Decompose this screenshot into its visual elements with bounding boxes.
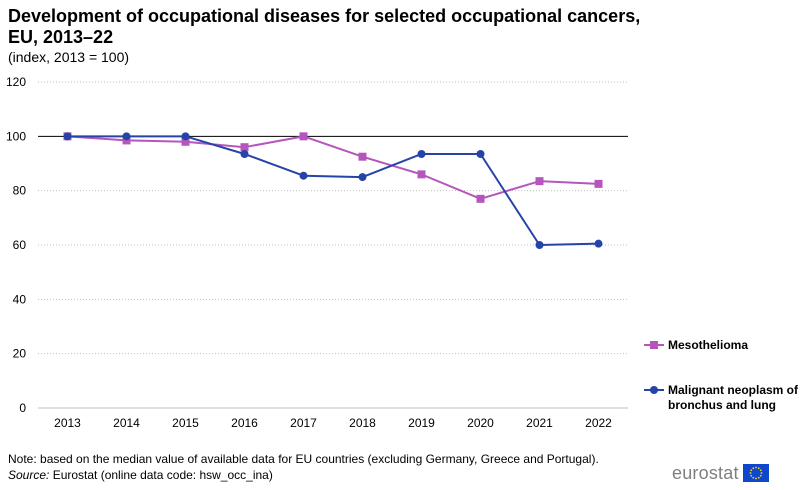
x-tick-label: 2013: [54, 416, 81, 430]
x-tick-label: 2015: [172, 416, 199, 430]
data-point-mesothelioma-2020[interactable]: [476, 194, 485, 203]
data-point-malignant-neoplasm-2018[interactable]: [358, 173, 367, 182]
legend-swatch-mesothelioma: [644, 341, 664, 349]
data-point-mesothelioma-2019[interactable]: [417, 170, 426, 179]
data-point-malignant-neoplasm-2017[interactable]: [299, 171, 308, 180]
data-point-mesothelioma-2017[interactable]: [299, 132, 308, 141]
y-tick-label: 60: [13, 238, 27, 252]
line-chart: 0 20 40 60 80 100 120 2013 2014 2015 2016 2017 2018…: [6, 75, 628, 430]
y-tick-label: 120: [6, 75, 26, 89]
footnote: Note: based on the median value of avail…: [8, 452, 599, 466]
series-line-malignant-neoplasm: [67, 135, 599, 246]
x-tick-label: 2014: [113, 416, 140, 430]
x-axis: 2013 2014 2015 2016 2017 2018 2019 2020 2021 2022: [54, 416, 612, 430]
x-tick-label: 2021: [526, 416, 553, 430]
data-point-mesothelioma-2022[interactable]: [594, 179, 603, 188]
data-point-mesothelioma-2015[interactable]: [181, 137, 190, 146]
x-tick-label: 2016: [231, 416, 258, 430]
x-tick-label: 2017: [290, 416, 317, 430]
data-point-mesothelioma-2014[interactable]: [122, 136, 131, 145]
y-tick-label: 100: [6, 129, 26, 143]
chart-title: Development of occupational diseases for…: [8, 6, 641, 47]
y-tick-label: 80: [13, 184, 27, 198]
x-tick-label: 2020: [467, 416, 494, 430]
y-tick-label: 20: [13, 347, 27, 361]
data-point-malignant-neoplasm-2022[interactable]: [594, 239, 603, 248]
series: [63, 132, 603, 249]
source-text: Eurostat (online data code: hsw_occ_ina): [49, 468, 273, 482]
source-label: Source:: [8, 468, 50, 482]
source-line: Source: Eurostat (online data code: hsw_…: [8, 467, 273, 483]
logo-text: eurostat: [672, 462, 739, 483]
series-line-mesothelioma: [67, 135, 599, 200]
data-point-mesothelioma-2018[interactable]: [358, 152, 367, 161]
data-point-malignant-neoplasm-2020[interactable]: [476, 149, 485, 158]
x-tick-label: 2018: [349, 416, 376, 430]
data-point-malignant-neoplasm-2021[interactable]: [535, 241, 544, 249]
gridlines: [38, 81, 628, 409]
legend-label-mesothelioma: Mesothelioma: [668, 338, 749, 352]
data-point-malignant-neoplasm-2013[interactable]: [63, 132, 72, 141]
chart-subtitle: (index, 2013 = 100): [8, 49, 130, 65]
x-tick-label: 2019: [408, 416, 435, 430]
legend-label-malignant-neoplasm: Malignant neoplasm of bronchus and lung: [668, 383, 799, 412]
x-tick-label: 2022: [585, 416, 612, 430]
y-tick-label: 40: [13, 292, 27, 306]
y-axis: 0 20 40 60 80 100 120: [6, 75, 26, 415]
y-tick-label: 0: [19, 401, 26, 415]
legend-item-malignant-neoplasm[interactable]: Malignant neoplasm of bronchus and lung: [644, 383, 800, 413]
eu-flag-icon: [742, 464, 769, 482]
data-point-malignant-neoplasm-2019[interactable]: [417, 149, 426, 158]
data-point-malignant-neoplasm-2015[interactable]: [181, 132, 190, 141]
data-point-malignant-neoplasm-2014[interactable]: [122, 132, 131, 141]
data-point-mesothelioma-2021[interactable]: [535, 177, 544, 186]
data-point-malignant-neoplasm-2016[interactable]: [240, 149, 249, 158]
data-point-mesothelioma-2016[interactable]: [240, 143, 249, 152]
legend-item-mesothelioma[interactable]: Mesothelioma: [644, 338, 800, 353]
legend: Mesothelioma Malignant neoplasm of bronc…: [644, 338, 800, 413]
eurostat-logo: eurostat: [672, 462, 769, 484]
legend-swatch-malignant-neoplasm: [644, 386, 664, 394]
